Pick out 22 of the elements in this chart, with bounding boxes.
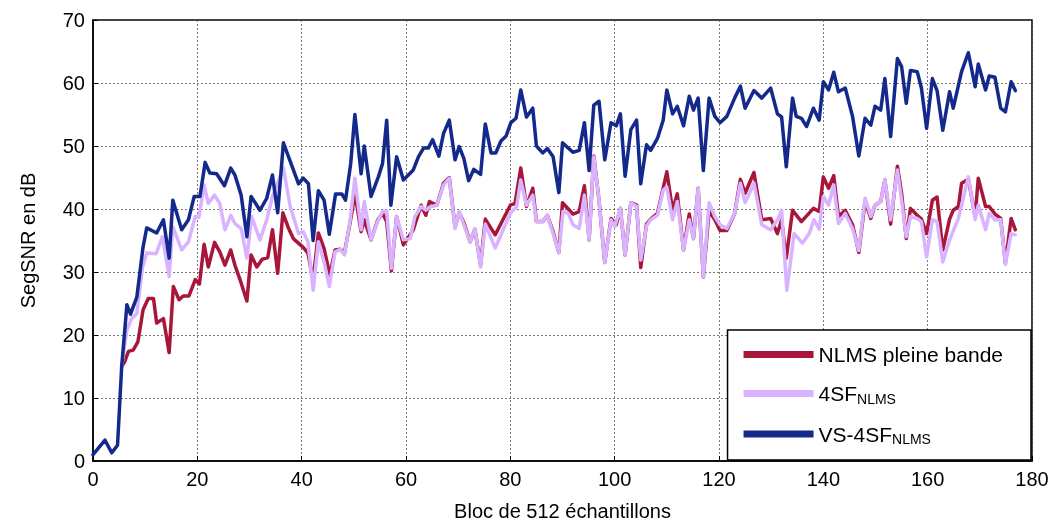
y-tick-label: 0 (73, 450, 85, 472)
x-tick-label: 20 (186, 468, 209, 490)
x-tick-label: 160 (910, 468, 945, 490)
y-axis-title: SegSNR en dB (17, 172, 39, 309)
legend-label: NLMS pleine bande (818, 343, 1004, 366)
x-tick-label: 60 (394, 468, 418, 490)
x-tick-label: 40 (290, 468, 313, 490)
y-tick-label: 30 (62, 261, 85, 283)
x-tick-label: 0 (87, 468, 99, 490)
y-tick-label: 20 (62, 324, 85, 346)
x-tick-label: 140 (806, 468, 841, 490)
x-tick-label: 100 (597, 468, 632, 490)
x-tick-label: 180 (1015, 468, 1049, 490)
line-series (91, 51, 1018, 457)
y-tick-label: 10 (62, 387, 85, 409)
y-tick-label: 50 (62, 135, 85, 157)
y-tick-label: 70 (62, 9, 85, 31)
x-tick-label: 80 (499, 468, 522, 490)
y-tick-label: 40 (62, 198, 85, 220)
x-axis-title: Bloc de 512 échantillons (454, 500, 671, 522)
y-tick-label: 60 (62, 72, 85, 94)
x-tick-label: 120 (702, 468, 736, 490)
